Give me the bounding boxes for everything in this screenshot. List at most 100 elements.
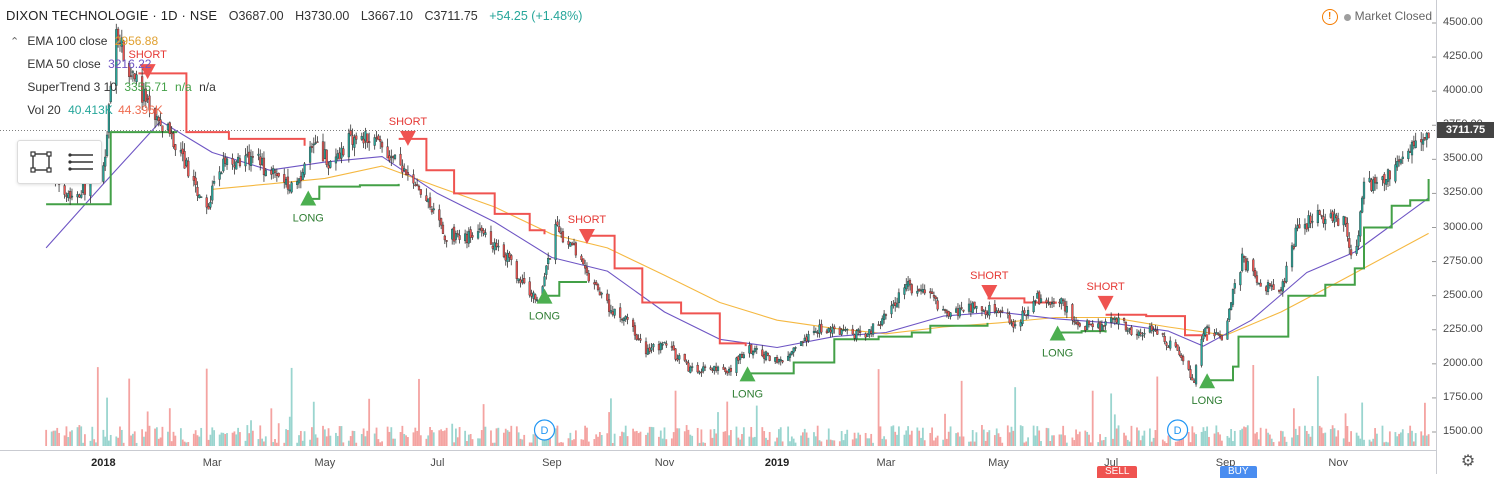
y-tick-label: 1750.00 xyxy=(1443,390,1483,403)
legend-ema100[interactable]: ⌃ EMA 100 close 2956.88 xyxy=(10,34,158,48)
legend-volume[interactable]: Vol 20 40.413K 44.396K xyxy=(10,103,163,117)
candle-body xyxy=(986,313,989,316)
volume-bar xyxy=(1136,427,1138,446)
price-chart[interactable]: SHORTLONGSHORTLONGSHORTLONGSHORTLONGSHOR… xyxy=(0,0,1436,450)
volume-bar xyxy=(298,435,300,446)
candle-body xyxy=(251,156,254,158)
candle xyxy=(548,257,552,260)
symbol-title[interactable]: DIXON TECHNOLOGIE · 1D · NSE xyxy=(6,8,218,23)
candle-body xyxy=(1342,216,1345,226)
candle-body xyxy=(543,276,546,287)
short-signal-marker xyxy=(578,229,595,245)
rectangle-select-icon[interactable] xyxy=(26,147,56,177)
volume-bar xyxy=(1123,432,1125,446)
candle xyxy=(464,229,467,244)
legend-ema50[interactable]: EMA 50 close 3216.22 xyxy=(10,57,151,71)
candle-body xyxy=(1073,320,1076,323)
volume-bar xyxy=(851,439,854,446)
candle xyxy=(1401,151,1404,164)
volume-bar xyxy=(141,429,144,446)
candle-body xyxy=(416,184,419,186)
volume-bar xyxy=(287,430,289,446)
time-axis[interactable]: 2018 Mar May Jul Sep Nov 2019 Mar May Jul Sep Nov xyxy=(0,450,1436,475)
candle xyxy=(1074,316,1078,326)
candle-body xyxy=(1303,224,1307,229)
candle xyxy=(117,26,120,48)
candle-body xyxy=(1152,329,1155,332)
volume-bar xyxy=(934,437,937,446)
candle xyxy=(198,194,201,199)
candle xyxy=(349,124,352,137)
y-tick-label: 4500.00 xyxy=(1443,16,1483,28)
candle xyxy=(1071,303,1074,325)
candle-body xyxy=(438,209,441,221)
warning-icon[interactable]: ! xyxy=(1321,9,1338,25)
volume-bar xyxy=(1161,439,1164,446)
candle-body xyxy=(1194,365,1198,385)
candle xyxy=(301,168,304,181)
candle-body xyxy=(1361,197,1364,213)
candle-body xyxy=(213,181,216,184)
candle-body xyxy=(504,254,507,261)
candle xyxy=(179,142,182,157)
volume-bar xyxy=(1239,430,1242,446)
volume-bar xyxy=(482,404,485,446)
volume-bar xyxy=(857,432,860,446)
candle xyxy=(246,145,249,158)
event-marker[interactable]: D xyxy=(533,419,556,441)
volume-bar xyxy=(456,437,459,446)
volume-bar xyxy=(419,435,422,446)
chevron-up-icon[interactable]: ⌃ xyxy=(10,36,20,48)
volume-bar xyxy=(517,432,520,446)
event-marker[interactable]: D xyxy=(1166,419,1189,441)
sell-button[interactable]: SELL xyxy=(1097,466,1138,478)
volume-bar xyxy=(984,440,987,446)
candle xyxy=(1137,329,1140,339)
candle xyxy=(799,341,803,346)
lines-menu-icon[interactable] xyxy=(66,147,96,177)
volume-bar xyxy=(80,426,83,446)
price-axis[interactable]: 4500.004250.004000.003750.003500.003250.… xyxy=(1436,0,1494,474)
volume-bar xyxy=(1344,413,1347,446)
market-status[interactable]: ! Market Closed xyxy=(1321,9,1432,25)
volume-bar xyxy=(133,431,136,446)
candle-body xyxy=(454,233,458,240)
candle xyxy=(556,215,559,227)
volume-bar xyxy=(1139,440,1142,446)
volume-bar xyxy=(1291,437,1293,446)
candle-body xyxy=(1176,344,1179,351)
candle-body xyxy=(329,161,332,168)
candle xyxy=(104,149,107,172)
candle xyxy=(986,310,989,318)
buy-button[interactable]: BUY xyxy=(1220,466,1257,478)
candle-body xyxy=(715,366,718,371)
candle-body xyxy=(233,165,236,168)
candle-body xyxy=(967,303,971,312)
candle xyxy=(1008,311,1011,325)
volume-bar xyxy=(969,441,972,446)
candle-body xyxy=(1233,283,1236,289)
legend-supertrend[interactable]: SuperTrend 3 10 3355.71 n/a n/a xyxy=(10,80,215,94)
candle xyxy=(508,251,511,262)
candle xyxy=(109,81,112,104)
volume-bar xyxy=(244,440,247,446)
volume-bar xyxy=(606,433,609,446)
candle xyxy=(478,222,481,233)
gear-icon[interactable]: ⚙ xyxy=(1460,453,1476,470)
chart-area[interactable]: SHORT LONG SHORT LONG SHORT LONG SHORT LONG SHOR… xyxy=(0,0,1436,450)
candle-body xyxy=(548,258,552,260)
volume-bar xyxy=(1027,437,1029,446)
candle-body xyxy=(399,153,402,166)
candle xyxy=(868,329,871,338)
candle-body xyxy=(196,186,199,197)
candle xyxy=(166,122,170,132)
candle xyxy=(918,288,921,292)
supertrend-down-line xyxy=(987,297,1057,304)
candle-body xyxy=(884,314,888,316)
volume-bar xyxy=(816,425,819,446)
volume-bar xyxy=(586,427,588,446)
candle xyxy=(1091,320,1094,331)
volume-bar xyxy=(909,434,911,446)
candle xyxy=(1141,332,1144,341)
volume-bar xyxy=(988,430,991,446)
